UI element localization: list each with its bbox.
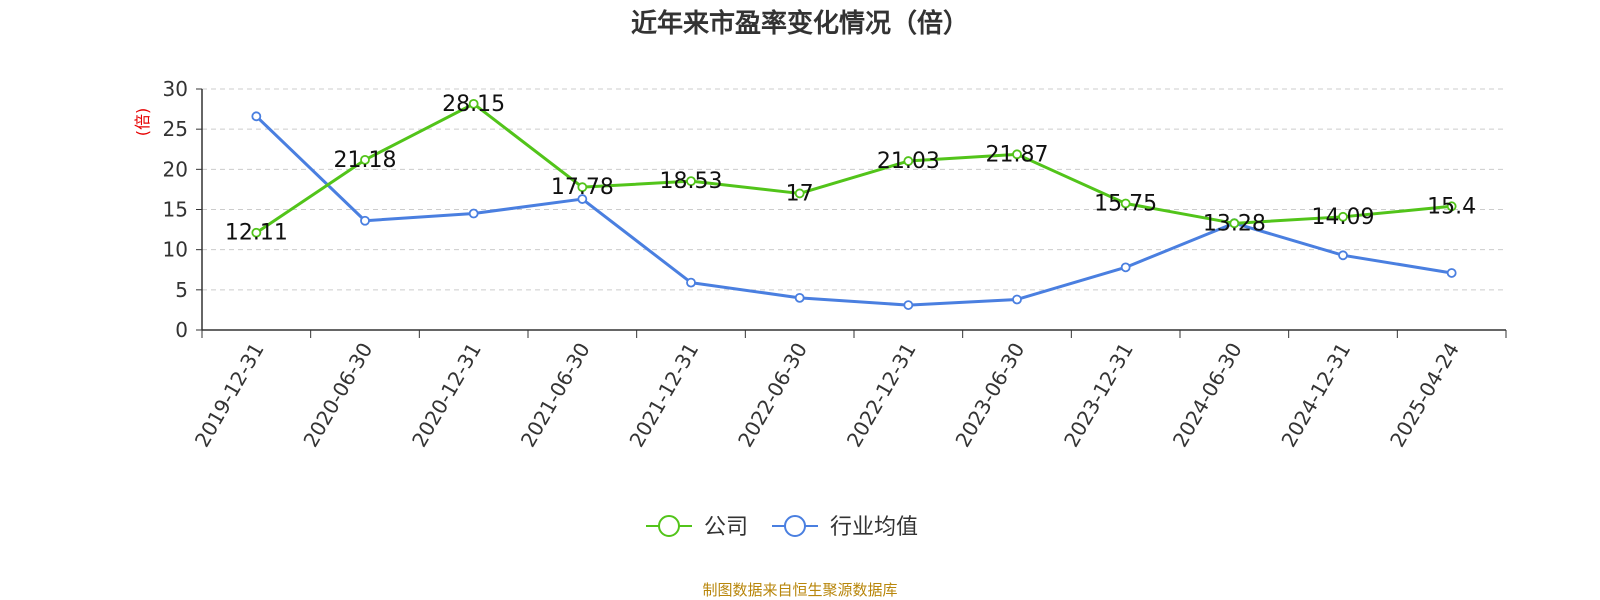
chart-title: 近年来市盈率变化情况（倍） bbox=[630, 9, 969, 39]
series-line-1 bbox=[255, 115, 1452, 307]
data-label: 12.11 bbox=[225, 221, 288, 246]
data-point bbox=[1446, 268, 1457, 278]
data-label: 21.87 bbox=[986, 142, 1049, 167]
data-label: 28.15 bbox=[442, 92, 505, 117]
x-tick-label: 2025-04-24 bbox=[1385, 339, 1464, 452]
x-tick-label: 2019-12-31 bbox=[190, 339, 269, 452]
axes: 0 5 10 15 20 25 30 (倍) 2019-12-31 2020-06-30 2020-… bbox=[133, 77, 1507, 452]
x-tick-label: 2021-12-31 bbox=[624, 339, 703, 452]
data-point bbox=[360, 154, 370, 165]
x-tick-label: 2021-06-30 bbox=[516, 339, 595, 452]
data-point bbox=[1338, 250, 1348, 261]
data-point bbox=[1229, 218, 1240, 229]
x-tick-label: 2023-12-31 bbox=[1059, 339, 1138, 452]
data-label: 18.53 bbox=[660, 169, 723, 194]
data-label: 13.28 bbox=[1203, 211, 1266, 236]
y-tick-label: 15 bbox=[163, 198, 188, 222]
y-tick-label: 0 bbox=[175, 318, 188, 342]
data-label: 14.09 bbox=[1312, 205, 1375, 230]
data-point bbox=[468, 208, 479, 219]
legend-item-1[interactable]: 行业均值 bbox=[772, 515, 918, 540]
data-label: 15.4 bbox=[1427, 194, 1476, 219]
data-label: 21.03 bbox=[877, 149, 940, 174]
legend-marker-icon bbox=[658, 515, 680, 537]
data-point bbox=[903, 300, 914, 310]
series-line-0 bbox=[255, 102, 1452, 234]
data-point bbox=[251, 111, 262, 122]
x-tick-label: 2024-06-30 bbox=[1168, 339, 1247, 452]
data-point bbox=[1446, 201, 1457, 212]
data-point bbox=[686, 176, 696, 187]
legend[interactable]: 公司 行业均值 bbox=[646, 515, 918, 540]
data-labels: 12.11 21.18 28.15 17.78 18.53 17 21.03 21.87 15.… bbox=[225, 92, 1476, 246]
data-point bbox=[794, 188, 805, 199]
y-tick-label: 30 bbox=[163, 77, 188, 101]
legend-label: 行业均值 bbox=[830, 515, 918, 540]
source-note: 制图数据来自恒生聚源数据库 bbox=[702, 581, 898, 599]
x-tick-label: 2024-12-31 bbox=[1276, 339, 1355, 452]
data-point bbox=[577, 182, 588, 193]
x-tick-label: 2020-12-31 bbox=[407, 338, 486, 451]
data-point bbox=[686, 277, 696, 288]
data-label: 21.18 bbox=[334, 148, 397, 173]
y-tick-label: 10 bbox=[163, 238, 188, 262]
x-tick-label: 2020-06-30 bbox=[298, 339, 377, 452]
data-point bbox=[794, 292, 805, 303]
data-point bbox=[1120, 198, 1131, 209]
y-tick-label: 5 bbox=[175, 278, 188, 302]
data-point bbox=[577, 194, 588, 204]
data-label: 15.75 bbox=[1094, 191, 1157, 216]
data-label: 17 bbox=[786, 181, 814, 206]
legend-item-0[interactable]: 公司 bbox=[646, 515, 748, 540]
x-tick-label: 2022-12-31 bbox=[842, 338, 921, 451]
x-tick-label: 2022-06-30 bbox=[733, 339, 812, 452]
data-point bbox=[251, 227, 262, 238]
data-point bbox=[1338, 211, 1348, 222]
legend-marker-icon bbox=[784, 515, 806, 537]
data-point bbox=[468, 98, 479, 109]
y-tick-label: 20 bbox=[163, 157, 188, 181]
data-label: 17.78 bbox=[551, 175, 614, 200]
data-point bbox=[1120, 262, 1131, 273]
y-axis-title: (倍) bbox=[133, 108, 152, 137]
data-point bbox=[1012, 294, 1022, 305]
series-lines bbox=[251, 98, 1457, 310]
legend-label: 公司 bbox=[704, 515, 748, 540]
x-tick-label: 2023-06-30 bbox=[950, 339, 1029, 452]
y-tick-label: 25 bbox=[163, 117, 188, 141]
data-point bbox=[903, 156, 914, 166]
data-point bbox=[1012, 149, 1022, 160]
grid-lines bbox=[202, 88, 1506, 291]
data-point bbox=[360, 215, 370, 226]
